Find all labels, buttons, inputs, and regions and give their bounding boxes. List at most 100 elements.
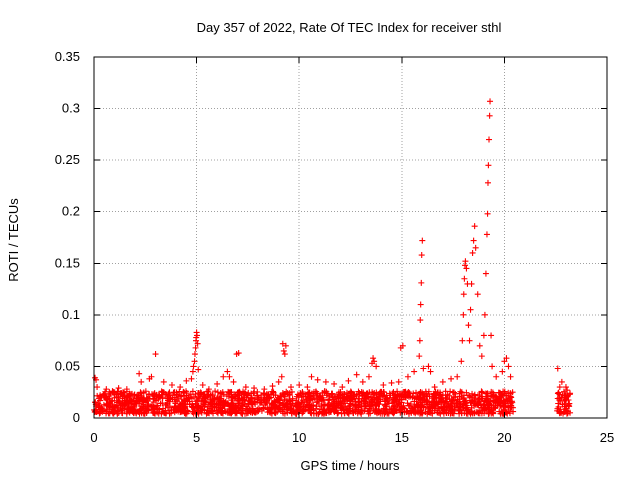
band-point: [235, 390, 242, 397]
band-point: [169, 392, 176, 399]
band-point: [459, 402, 466, 409]
band-point: [279, 389, 286, 396]
band-point: [564, 410, 571, 417]
data-point: [493, 373, 500, 380]
band-point: [437, 391, 444, 398]
band-point: [389, 409, 396, 416]
band-point: [509, 404, 516, 411]
band-point: [143, 406, 150, 413]
data-point: [505, 363, 512, 370]
band-point: [165, 395, 172, 402]
data-point: [322, 378, 329, 385]
band-point: [310, 389, 317, 396]
data-point: [194, 340, 201, 347]
band-point: [464, 404, 471, 411]
band-point: [558, 409, 565, 416]
band-point: [178, 392, 185, 399]
band-point: [482, 404, 489, 411]
band-point: [229, 400, 236, 407]
data-point: [314, 376, 321, 383]
band-point: [176, 388, 183, 395]
band-point: [334, 409, 341, 416]
data-point: [431, 384, 438, 391]
band-point: [202, 401, 209, 408]
band-point: [431, 391, 438, 398]
band-point: [413, 389, 420, 396]
band-point: [322, 401, 329, 408]
y-tick-labels: 0 0.05 0.1 0.15 0.2 0.25 0.3 0.35: [55, 49, 80, 425]
data-point: [485, 162, 492, 169]
data-point: [191, 358, 198, 365]
data-point: [280, 347, 287, 354]
band-point: [209, 391, 216, 398]
data-point: [489, 363, 496, 370]
band-point: [242, 401, 249, 408]
band-point: [213, 409, 220, 416]
data-point: [195, 366, 202, 373]
band-point: [204, 393, 211, 400]
data-point: [115, 385, 122, 392]
band-point: [478, 395, 485, 402]
band-point: [166, 410, 173, 417]
band-point: [166, 389, 173, 396]
band-point: [496, 408, 503, 415]
band-point: [102, 408, 109, 415]
band-point: [332, 404, 339, 411]
band-point: [243, 394, 250, 401]
band-point: [144, 397, 151, 404]
band-point: [144, 402, 151, 409]
band-point: [126, 409, 133, 416]
band-point: [288, 388, 295, 395]
data-point: [308, 373, 315, 380]
band-point: [463, 389, 470, 396]
data-point: [462, 258, 469, 265]
band-point: [460, 394, 467, 401]
band-point: [120, 389, 127, 396]
data-point: [152, 351, 159, 358]
band-point: [177, 408, 184, 415]
band-point: [255, 405, 262, 412]
x-tick-labels: 0 5 10 15 20 25: [90, 430, 614, 445]
band-point: [289, 395, 296, 402]
band-point: [479, 389, 486, 396]
band-point: [306, 402, 313, 409]
band-point: [151, 393, 158, 400]
band-point: [327, 407, 334, 414]
band-point: [453, 400, 460, 407]
band-point: [469, 398, 476, 405]
band-point: [555, 389, 562, 396]
data-point: [220, 373, 227, 380]
data-point: [97, 392, 104, 399]
data-point: [499, 368, 506, 375]
band-point: [446, 396, 453, 403]
band-point: [105, 391, 112, 398]
band-point: [255, 395, 262, 402]
band-point: [283, 403, 290, 410]
band-point: [490, 405, 497, 412]
axis-ticks: [93, 56, 608, 419]
band-point: [228, 401, 235, 408]
y-axis-label: ROTI / TECUs: [6, 198, 21, 282]
band-point: [403, 394, 410, 401]
data-point: [177, 384, 184, 391]
band-point: [131, 391, 138, 398]
band-point: [397, 390, 404, 397]
band-point: [277, 402, 284, 409]
band-point: [409, 394, 416, 401]
band-point: [345, 403, 352, 410]
data-point: [411, 368, 418, 375]
band-point: [564, 387, 571, 394]
band-point: [307, 392, 314, 399]
band-point: [440, 399, 447, 406]
band-point: [268, 410, 275, 417]
band-point: [308, 407, 315, 414]
band-point: [448, 406, 455, 413]
band-point: [455, 407, 462, 414]
band-point: [114, 388, 121, 395]
band-point: [110, 410, 117, 417]
band-point: [347, 392, 354, 399]
band-point: [348, 389, 355, 396]
band-point: [100, 401, 107, 408]
band-point: [143, 394, 150, 401]
data-point: [480, 332, 487, 339]
